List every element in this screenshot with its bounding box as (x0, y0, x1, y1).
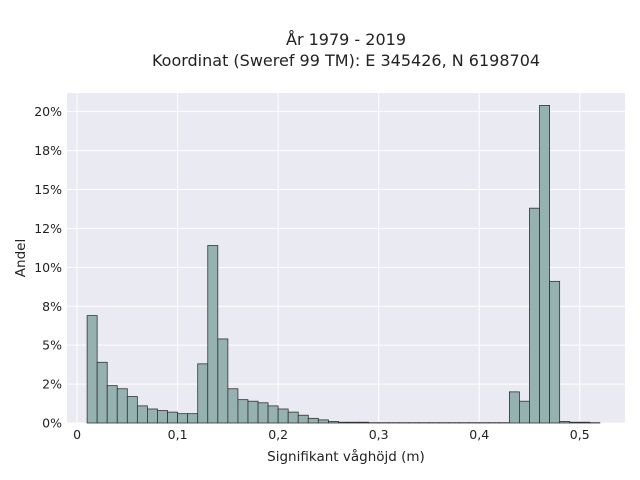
y-tick-label: 12% (34, 221, 62, 236)
y-tick-label: 18% (34, 143, 62, 158)
histogram-bar (187, 413, 199, 424)
x-axis-label: Signifikant våghöjd (m) (267, 448, 425, 465)
histogram-bar (519, 400, 530, 424)
x-tick-label: 0,4 (469, 427, 489, 442)
histogram-bar (267, 405, 279, 424)
y-tick-label: 2% (42, 377, 62, 392)
x-tick-label: 0,3 (369, 427, 389, 442)
x-tick-label: 0,2 (268, 427, 288, 442)
x-tick-label: 0,5 (570, 427, 590, 442)
histogram-bar (307, 417, 319, 424)
histogram-bar (237, 399, 249, 424)
histogram-bar (96, 361, 108, 424)
histogram-bar (559, 421, 571, 424)
histogram-bar (177, 413, 189, 424)
y-tick-label: 5% (42, 338, 62, 353)
y-axis-ticks: 0% 2% 5% 8% 10% 12% 15% 18% 20% (34, 104, 62, 430)
histogram-bar (539, 105, 550, 424)
histogram-bar (508, 391, 520, 424)
histogram-bar (297, 414, 309, 424)
histogram-bar (86, 315, 98, 424)
grid-lines (67, 93, 625, 424)
x-axis-ticks: 0 0,1 0,2 0,3 0,4 0,5 (73, 427, 590, 442)
histogram-bar (328, 421, 339, 424)
y-tick-label: 10% (34, 260, 62, 275)
histogram-bar (579, 421, 591, 424)
histogram-bars (86, 105, 601, 424)
histogram-bar (197, 363, 209, 424)
histogram-bar (348, 421, 359, 424)
chart-title-line-1: År 1979 - 2019 (286, 30, 406, 49)
histogram-bar (116, 388, 128, 424)
histogram-bar (287, 411, 299, 424)
histogram-bar (157, 410, 168, 424)
histogram-bar (126, 396, 138, 424)
y-tick-label: 20% (34, 104, 62, 119)
y-tick-label: 0% (42, 416, 62, 431)
y-axis-label: Andel (13, 239, 29, 277)
chart-title-line-2: Koordinat (Sweref 99 TM): E 345426, N 61… (152, 51, 540, 70)
y-tick-label: 8% (42, 299, 62, 314)
histogram-bar (277, 408, 289, 424)
histogram-bar (549, 280, 561, 424)
histogram-bar (529, 207, 540, 424)
histogram-bar (569, 421, 581, 424)
histogram-bar (167, 411, 178, 424)
histogram-bar (247, 400, 259, 424)
histogram-bar (317, 419, 329, 424)
histogram-bar (227, 388, 239, 424)
y-tick-label: 15% (34, 182, 62, 197)
histogram-bar (257, 402, 269, 424)
histogram-bar (217, 338, 229, 424)
histogram-bar (358, 421, 370, 424)
histogram-bar (147, 408, 158, 424)
histogram-bar (136, 405, 148, 424)
histogram-bar (207, 245, 219, 424)
x-tick-label: 0,1 (168, 427, 188, 442)
x-tick-label: 0 (73, 427, 81, 442)
histogram-bar (338, 421, 349, 424)
histogram-bar (106, 385, 118, 424)
